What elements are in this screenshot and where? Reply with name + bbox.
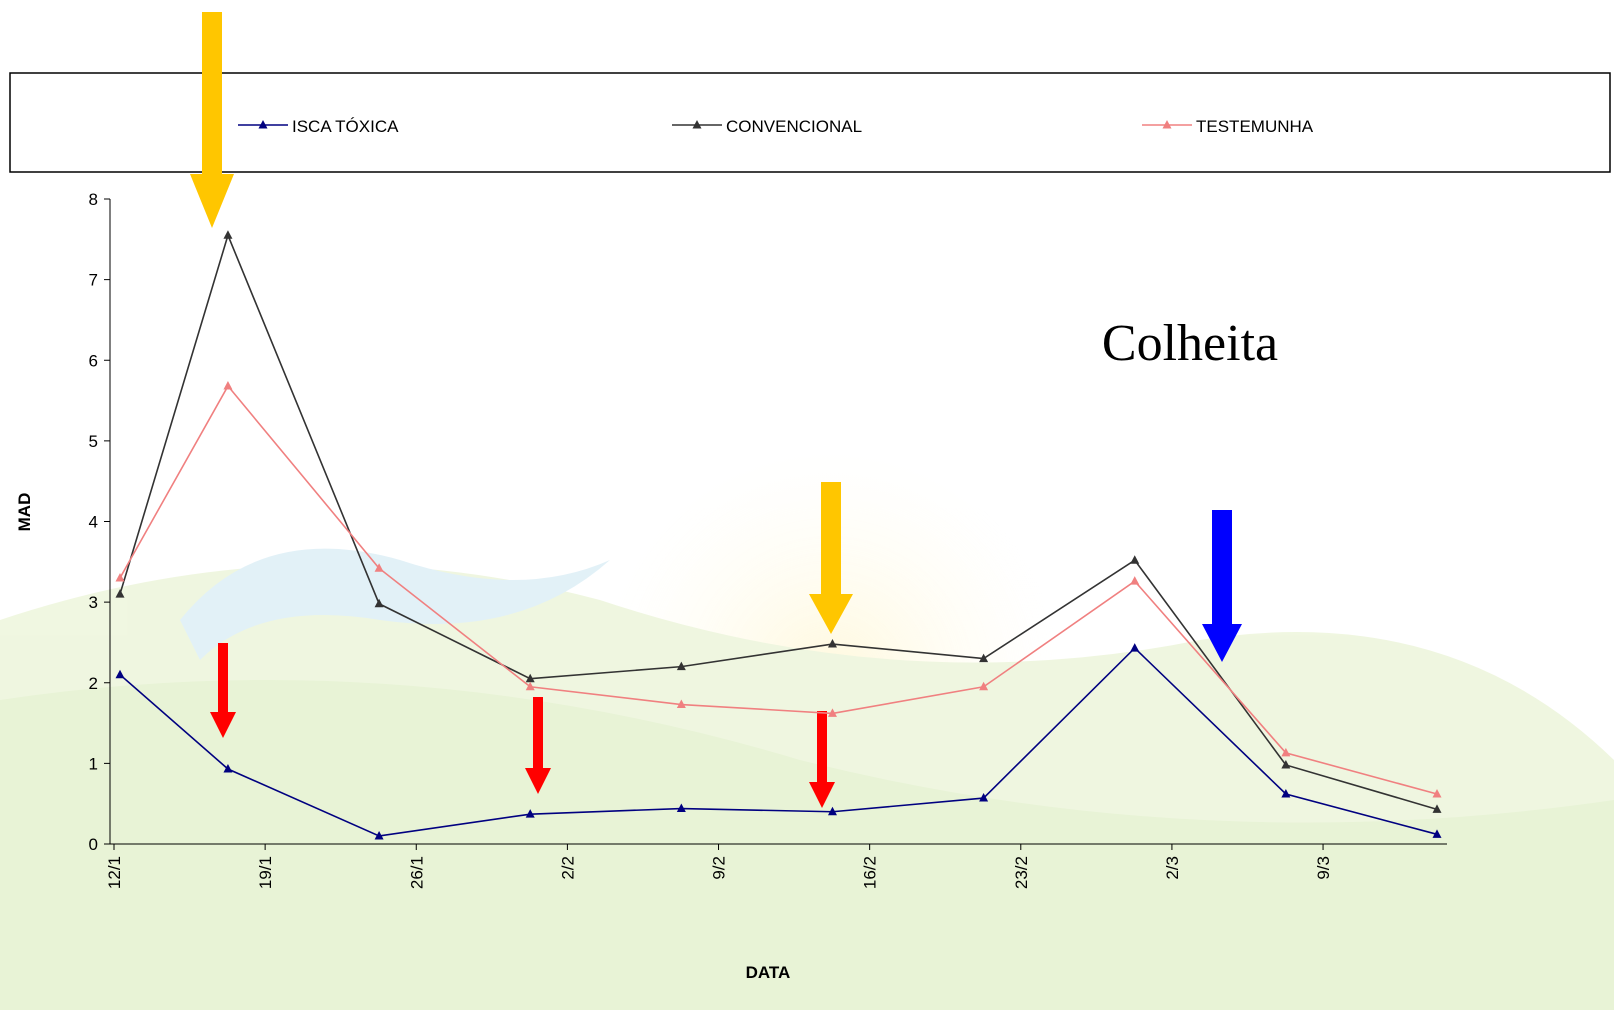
marker xyxy=(223,764,233,773)
marker xyxy=(1432,804,1442,813)
line xyxy=(119,646,1438,837)
marker xyxy=(115,572,125,582)
x-tick-label: 12/1 xyxy=(105,856,124,889)
marker xyxy=(1130,555,1140,564)
line xyxy=(119,232,1438,811)
x-tick-label: 19/1 xyxy=(256,856,275,889)
y-tick-label: 7 xyxy=(89,271,98,290)
y-tick-label: 4 xyxy=(89,513,98,532)
marker xyxy=(374,830,384,840)
marker xyxy=(374,598,384,608)
marker xyxy=(979,653,989,663)
legend-marker xyxy=(258,120,268,129)
marker xyxy=(979,793,989,802)
marker xyxy=(1281,789,1291,798)
marker xyxy=(1130,576,1140,585)
marker xyxy=(827,708,837,717)
x-tick-label: 9/3 xyxy=(1314,856,1333,880)
background-decoration xyxy=(0,450,1614,1010)
x-tick-label: 16/2 xyxy=(861,856,880,889)
marker xyxy=(979,681,989,691)
marker xyxy=(827,806,837,816)
marker xyxy=(1281,759,1291,769)
x-axis-title: DATA xyxy=(746,963,791,982)
annotation: Colheita xyxy=(1102,315,1278,372)
x-tick-label: 23/2 xyxy=(1012,856,1031,889)
y-tick-label: 2 xyxy=(89,674,98,693)
marker xyxy=(374,563,384,572)
marker xyxy=(676,661,686,671)
marker xyxy=(525,681,535,691)
marker xyxy=(223,230,233,239)
y-axis-title: MAD xyxy=(15,493,34,532)
x-tick-label: 2/3 xyxy=(1163,856,1182,880)
arrows xyxy=(190,12,1242,808)
y-tick-label: 3 xyxy=(89,593,98,612)
legend-label: TESTEMUNHA xyxy=(1196,117,1314,136)
legend-label: ISCA TÓXICA xyxy=(292,117,399,136)
marker xyxy=(525,809,535,818)
y-tick-label: 1 xyxy=(89,754,98,773)
marker xyxy=(676,803,686,813)
marker xyxy=(1432,789,1442,798)
y-tick-label: 5 xyxy=(89,432,98,451)
marker xyxy=(115,589,125,598)
legend-label: CONVENCIONAL xyxy=(726,117,862,136)
marker xyxy=(525,673,535,683)
legend-box xyxy=(9,72,1611,173)
x-tick-label: 26/1 xyxy=(407,856,426,889)
marker xyxy=(1130,643,1140,652)
y-tick-label: 8 xyxy=(89,190,98,209)
y-tick-label: 0 xyxy=(89,835,98,854)
y-tick-label: 6 xyxy=(89,351,98,370)
marker xyxy=(223,381,233,390)
legend-marker xyxy=(1162,120,1172,129)
legend-marker xyxy=(692,120,702,129)
x-tick-label: 2/2 xyxy=(558,856,577,880)
line xyxy=(119,384,1438,795)
marker xyxy=(115,669,125,679)
marker xyxy=(827,639,837,648)
marker xyxy=(1432,829,1442,838)
x-tick-label: 9/2 xyxy=(710,856,729,880)
marker xyxy=(1281,747,1291,757)
marker xyxy=(676,699,686,709)
